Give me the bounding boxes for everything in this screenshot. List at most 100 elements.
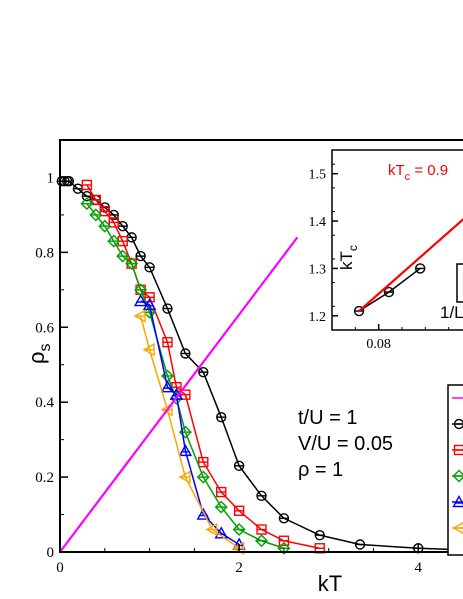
series-2-point-14 xyxy=(233,505,245,516)
series-4-point-5-shape xyxy=(178,443,193,457)
series-4-line xyxy=(140,300,240,546)
series-3-point-3-shape xyxy=(98,219,112,233)
series-3-point-13-shape xyxy=(214,500,228,514)
series-3-point-13 xyxy=(214,500,228,514)
legend-marker-6 xyxy=(452,521,463,535)
series-1-point-12 xyxy=(135,250,146,262)
series-4-point-2 xyxy=(142,297,157,310)
series-4-point-3-shape xyxy=(160,380,175,393)
y-tick-label: 0.4 xyxy=(35,395,54,411)
main-plot-frame xyxy=(59,139,463,553)
y-axis-label-subscript: s xyxy=(37,343,54,351)
inset-title: kTc = 0.9 xyxy=(388,162,448,183)
series-3-point-16-shape xyxy=(277,541,291,555)
series-3-point-12-shape xyxy=(196,470,210,484)
x-tick-label: 2 xyxy=(235,560,243,576)
series-2-point-2 xyxy=(90,194,102,206)
series-3-point-5 xyxy=(116,249,130,263)
y-tick-label: 1.4 xyxy=(309,215,327,230)
series-4-point-5 xyxy=(178,443,193,457)
series-1-point-22 xyxy=(354,539,366,550)
legend-box xyxy=(447,384,463,556)
series-3-point-1-shape xyxy=(80,197,94,211)
y-tick-label: 0.6 xyxy=(35,320,54,336)
series-5-point-1 xyxy=(133,309,146,323)
legend-marker-6-shape xyxy=(452,521,463,535)
y-axis-label-main: ρ xyxy=(24,351,49,364)
annotation-rho: ρ = 1 xyxy=(298,459,343,481)
inset-inner-box xyxy=(456,263,463,303)
series-2-point-8 xyxy=(144,292,155,303)
series-3-point-14 xyxy=(232,523,246,537)
legend xyxy=(447,384,463,556)
series-3-point-15-shape xyxy=(255,534,269,548)
inset-y-axis-label: kTc xyxy=(337,245,360,270)
series-4-point-3 xyxy=(160,380,175,393)
y-tick-label: 1 xyxy=(47,170,55,186)
series-1-point-16 xyxy=(198,367,209,378)
inset-y-axis-label-subscript: c xyxy=(346,245,360,251)
series-1-point-13 xyxy=(144,262,155,273)
x-axis-label: kT xyxy=(318,571,342,596)
series-4-point-1 xyxy=(133,294,148,307)
inset-axis-ticks: 0.080.1.21.31.41.5 xyxy=(309,163,450,352)
series-5-point-5 xyxy=(205,522,218,537)
y-tick-label: 1.5 xyxy=(309,168,327,183)
series-4-point-6-shape xyxy=(196,507,210,520)
inset-x-axis-label: 1/L xyxy=(440,303,463,322)
series-2-point-11 xyxy=(180,389,191,400)
series-4-point-6 xyxy=(196,507,210,520)
series-2-point-1 xyxy=(81,179,93,191)
series-3-point-12 xyxy=(196,470,210,484)
series-2 xyxy=(358,218,463,312)
series-3-point-5-shape xyxy=(116,249,130,263)
x-tick-label: 0.08 xyxy=(366,337,391,352)
y-tick-label: 0.2 xyxy=(35,470,54,486)
inset-title-rest: = 0.9 xyxy=(410,162,448,179)
series-1-point-20 xyxy=(278,513,290,524)
inset-title-subscript: c xyxy=(405,171,411,183)
series-1-point-21 xyxy=(314,529,325,541)
legend-marker-2 xyxy=(453,418,463,430)
series-5-point-4 xyxy=(178,470,191,484)
main-axis-ticks: 0 2 4 0 0.2 0.4 0.6 0.8 1 xyxy=(35,139,463,576)
series-1-point-15 xyxy=(180,348,191,359)
series-2-point-16 xyxy=(278,535,290,546)
series-4-point-7-shape xyxy=(214,526,228,539)
y-tick-label: 0 xyxy=(47,545,55,561)
inset-plot: 0.080.1.21.31.41.5 kTc = 0.9 kTc 1/L xyxy=(309,149,463,352)
series-1 xyxy=(353,263,426,317)
main-series-layer xyxy=(56,175,463,555)
series-1-line xyxy=(61,180,463,551)
series-3-point-3 xyxy=(98,219,112,233)
series-2-line xyxy=(358,218,463,312)
inset-series-layer xyxy=(353,218,463,317)
series-3-point-6 xyxy=(125,257,139,271)
series-2-point-3 xyxy=(99,205,110,217)
annotation-v-over-u: V/U = 0.05 xyxy=(298,433,393,455)
series-3-point-2 xyxy=(89,208,103,222)
series-3-point-15 xyxy=(255,534,269,548)
series-1-point-18 xyxy=(233,460,245,472)
series-5-point-2 xyxy=(142,343,155,357)
x-tick-label: 0 xyxy=(56,560,64,576)
series-2-point-15 xyxy=(256,524,267,535)
legend-marker-5-shape xyxy=(452,495,463,508)
series-2-point-13 xyxy=(216,486,227,498)
series-1-point-4 xyxy=(63,175,75,187)
series-6 xyxy=(59,236,299,553)
series-1-point-17 xyxy=(216,411,227,423)
y-tick-label: 1.3 xyxy=(309,262,327,277)
y-axis-label: ρs xyxy=(24,343,54,364)
legend-marker-3 xyxy=(453,444,463,456)
inset-title-main: kT xyxy=(388,162,405,179)
series-3-point-1 xyxy=(80,197,94,211)
series-3-point-2-shape xyxy=(89,208,103,222)
series-3-point-8 xyxy=(143,305,157,319)
series-1-point-14 xyxy=(162,303,173,314)
y-tick-label: 0.8 xyxy=(35,245,54,261)
main-plot: 0 2 4 0 0.2 0.4 0.6 0.8 1 kT ρs t/U = 1 V/U = 0.… xyxy=(24,139,463,596)
series-4-point-1-shape xyxy=(133,294,148,307)
legend-marker-5 xyxy=(452,495,463,508)
